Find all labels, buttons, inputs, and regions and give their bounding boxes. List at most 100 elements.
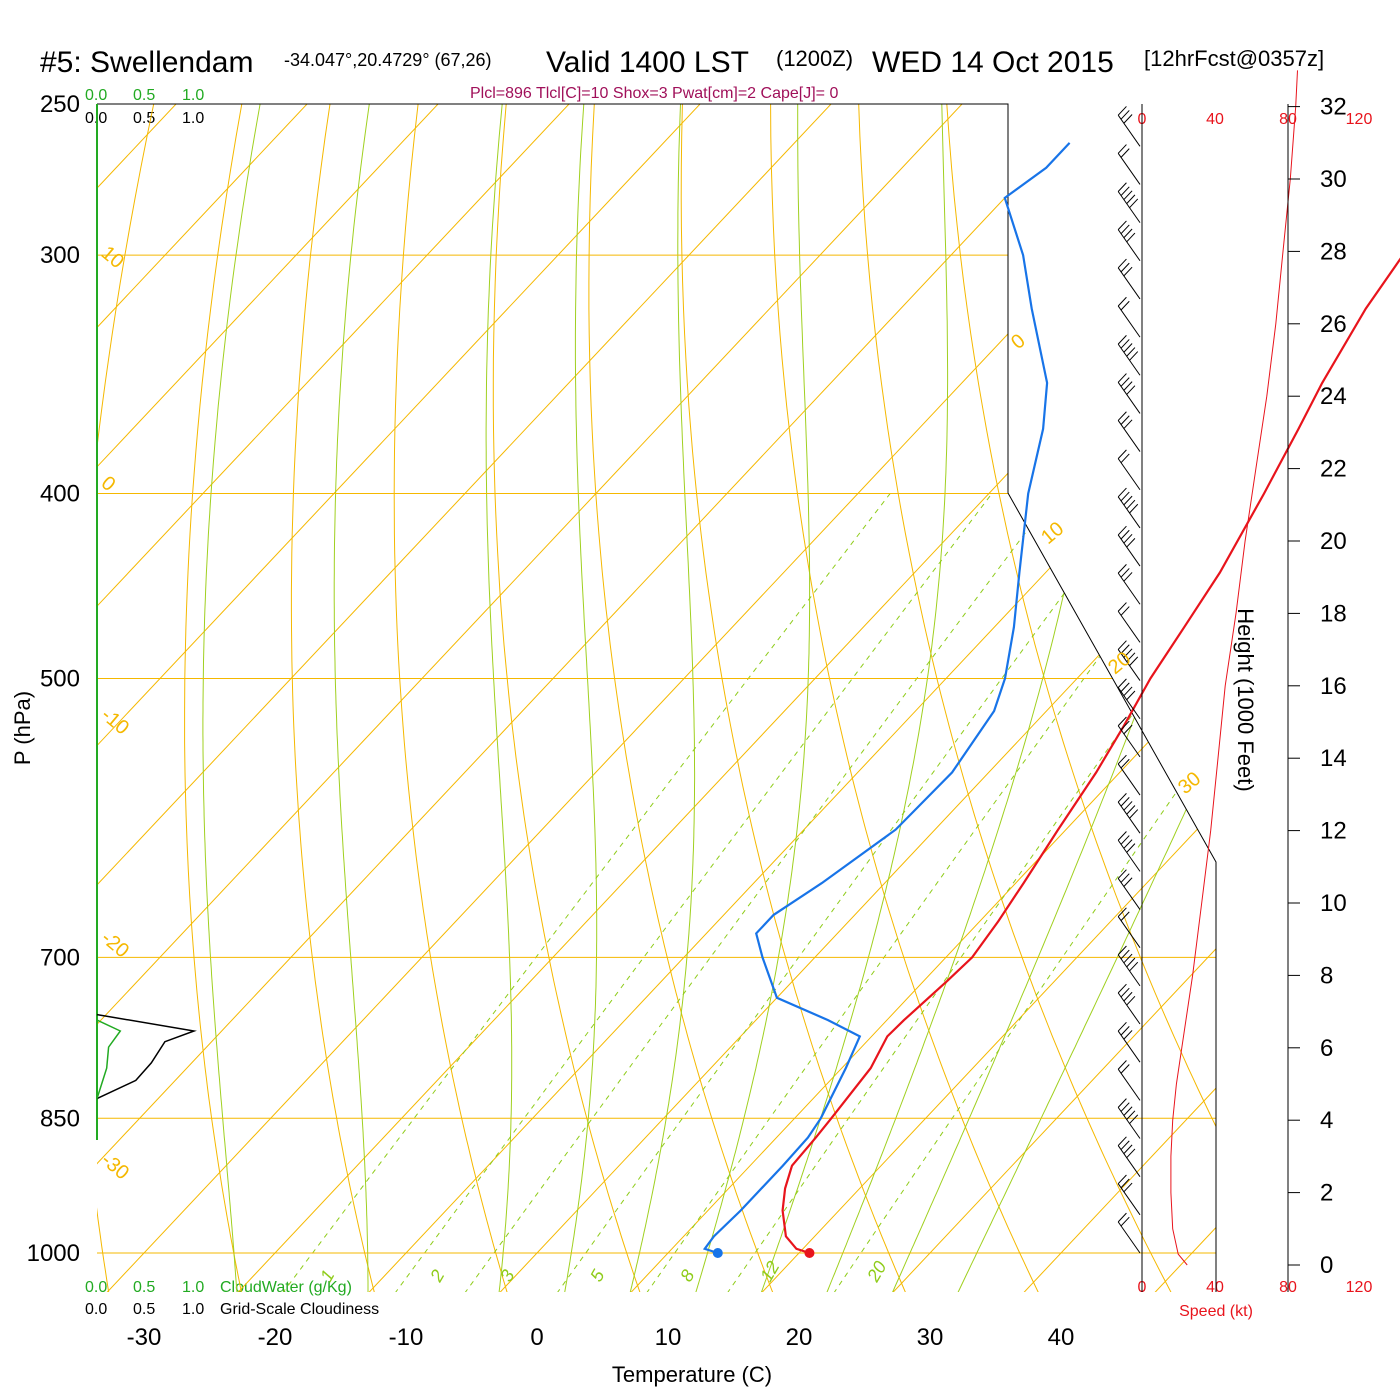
isotherm-line (97, 104, 471, 1292)
wind-barb (1117, 945, 1141, 987)
height-tick-label: 32 (1320, 94, 1347, 121)
valid-time: Valid 1400 LST (546, 46, 749, 79)
wind-barb (1117, 182, 1141, 223)
isotherm-line (97, 104, 1126, 1292)
height-tick-label: 20 (1320, 528, 1347, 555)
isotherm-line (97, 104, 602, 1292)
isotherm-line (97, 104, 733, 1292)
wind-barb (1117, 1136, 1141, 1177)
isotherm-line (97, 104, 340, 1292)
mixing-ratio-label: 2 (426, 1266, 449, 1286)
wind-barb (1117, 907, 1141, 948)
height-tick-label: 4 (1320, 1107, 1333, 1134)
wind-barb (1117, 640, 1141, 681)
moist-adiabat (333, 104, 375, 1292)
wind-barb (1117, 1212, 1141, 1254)
temperature-tick-label: 40 (1048, 1324, 1075, 1351)
isotherm-label: 0 (97, 472, 120, 496)
cloud-scale-bottom-black-2: 1.0 (182, 1301, 204, 1318)
zulu-time: (1200Z) (776, 46, 853, 71)
wind-barb (1117, 602, 1141, 643)
wind-barb (1117, 983, 1141, 1025)
height-axis-label: Height (1000 Feet) (1233, 608, 1258, 791)
cloudwater-profile (96, 1019, 122, 1099)
moist-adiabat (695, 104, 811, 1292)
pressure-tick-label: 300 (40, 242, 80, 269)
x-axis-label: Temperature (C) (612, 1362, 772, 1387)
wind-barb (1117, 831, 1141, 872)
height-tick-label: 28 (1320, 238, 1347, 265)
height-tick-label: 16 (1320, 673, 1347, 700)
wind-barb (1117, 106, 1141, 147)
cloud-scale-bottom-black-1: 0.5 (133, 1301, 155, 1318)
height-tick-label: 30 (1320, 166, 1347, 193)
moist-adiabat (629, 104, 696, 1292)
cloud-scale-bottom-black-0: 0.0 (85, 1301, 107, 1318)
cloud-scale-bottom-green-2: 1.0 (182, 1279, 204, 1296)
temperature-tick-label: 0 (530, 1324, 543, 1351)
forecast-info: [12hrFcst@0357z] (1144, 46, 1324, 71)
isotherm-label: -30 (97, 1149, 133, 1184)
cloud-scale-top-green-2: 1.0 (182, 87, 204, 104)
mixing-ratio-line (645, 493, 1216, 1292)
isotherm-label: 10 (1037, 518, 1068, 549)
pressure-tick-label: 700 (40, 944, 80, 971)
mixing-ratio-label: 5 (586, 1265, 609, 1285)
mixing-ratio-label: 8 (676, 1266, 698, 1285)
isotherm-line (498, 104, 1216, 1292)
dewpoint-trace (702, 142, 1071, 1255)
station-title: #5: Swellendam (40, 46, 253, 79)
dry-adiabat (393, 104, 508, 1292)
cloud-scale-top-green-1: 0.5 (133, 87, 155, 104)
wind-barb (1117, 258, 1141, 300)
temperature-tick-label: -20 (258, 1324, 293, 1351)
dry-adiabat (857, 104, 1173, 1292)
pressure-tick-label: 400 (40, 481, 80, 508)
height-tick-label: 24 (1320, 383, 1347, 410)
dry-adiabat (588, 104, 774, 1292)
wind-barb (1117, 449, 1141, 491)
mixing-ratio-line (556, 493, 1139, 1292)
mixing-ratio-label: 20 (863, 1258, 891, 1286)
wind-barb (1117, 1021, 1141, 1063)
surface-temperature-dot (804, 1248, 815, 1258)
wind-barb (1117, 220, 1141, 262)
stability-indices: Plcl=896 Tlcl[C]=10 Shox=3 Pwat[cm]=2 Ca… (470, 85, 838, 102)
wind-barb (1117, 754, 1141, 796)
temperature-tick-label: 10 (655, 1324, 682, 1351)
dry-adiabat (770, 104, 1040, 1292)
height-tick-label: 22 (1320, 456, 1347, 483)
dry-adiabat (680, 104, 907, 1292)
surface-dewpoint-dot (712, 1248, 723, 1258)
isotherm-line (1022, 104, 1216, 1292)
isotherm-line (1153, 104, 1216, 1292)
isotherm-label: -10 (97, 704, 133, 739)
wind-barb (1117, 869, 1141, 910)
height-tick-label: 0 (1320, 1252, 1333, 1279)
cloud-scale-bottom-green-1: 0.5 (133, 1279, 155, 1296)
dry-adiabat (1118, 104, 1216, 1292)
moist-adiabat (760, 104, 949, 1292)
moist-adiabat (891, 104, 1216, 1292)
speed-panel-label: Speed (kt) (1179, 1303, 1253, 1320)
cloudwater-label: CloudWater (g/Kg) (220, 1279, 352, 1296)
wind-barb (1117, 144, 1141, 185)
wind-barb (1117, 487, 1141, 529)
date-title: WED 14 Oct 2015 (872, 46, 1114, 79)
height-tick-label: 14 (1320, 745, 1347, 772)
wind-barb (1117, 1174, 1141, 1216)
isotherm-line (367, 104, 1216, 1292)
cloudiness-label: Grid-Scale Cloudiness (220, 1301, 379, 1318)
mixing-ratio-line (833, 493, 1216, 1292)
mixing-ratio-line (464, 493, 1056, 1292)
station-coords: -34.047°,20.4729° (67,26) (284, 50, 492, 70)
height-tick-label: 18 (1320, 600, 1347, 627)
height-tick-label: 12 (1320, 818, 1347, 845)
isotherm-label: 0 (1007, 330, 1030, 354)
wind-barb (1117, 373, 1141, 414)
temperature-tick-label: 30 (917, 1324, 944, 1351)
wind-speed-trace (1170, 70, 1298, 1266)
moist-adiabat (957, 104, 1216, 1292)
isotherm-label: 10 (97, 242, 128, 273)
